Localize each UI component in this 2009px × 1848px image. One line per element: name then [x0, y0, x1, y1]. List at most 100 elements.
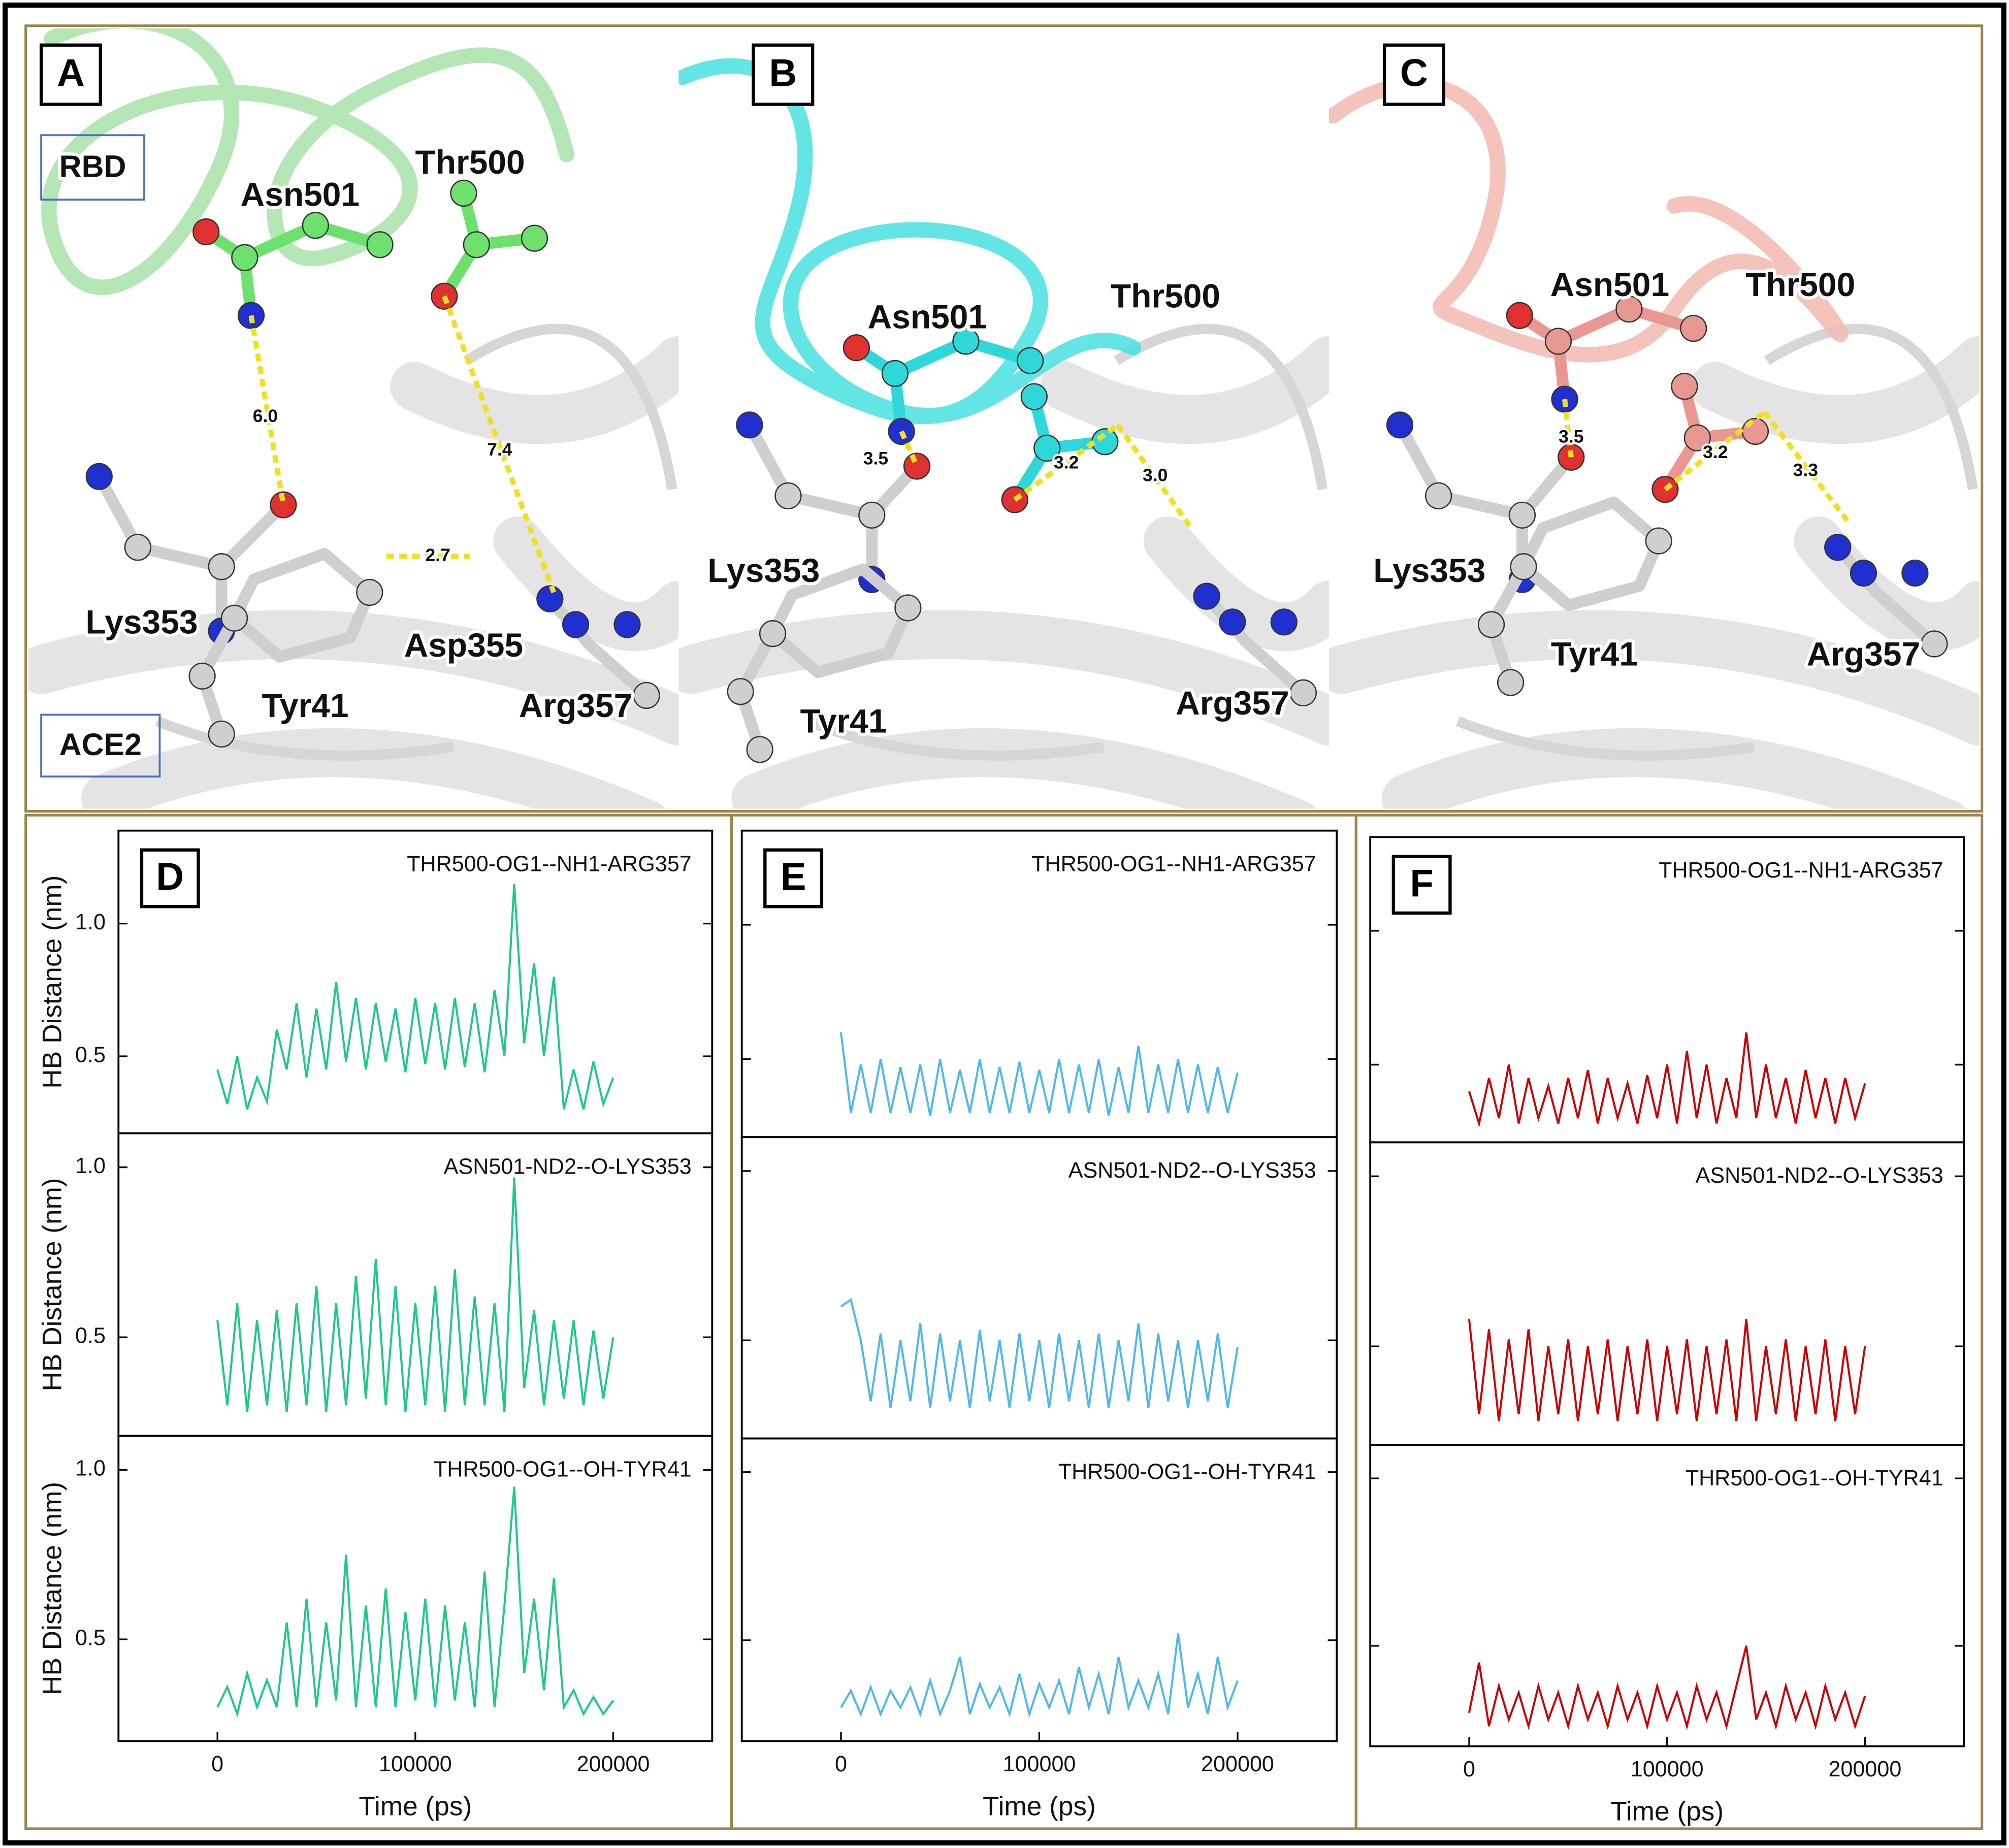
y-axis-label: HB Distance (nm) [38, 1178, 68, 1391]
x-tick-label: 100000 [1631, 1757, 1704, 1781]
trace-title: THR500-OG1--NH1-ARG357 [1659, 858, 1943, 883]
trace-title: ASN501-ND2--O-LYS353 [1068, 1158, 1316, 1183]
hbond-distance [1562, 399, 1574, 458]
atom [1508, 501, 1536, 529]
atom [463, 231, 490, 258]
structure-panel: 6.0 7.4 2.7 Asn501 Thr500 Lys353 Tyr41 Asp355 Ar… [28, 28, 679, 809]
rbd-loop [41, 28, 575, 295]
x-tick-label: 100000 [1003, 1752, 1076, 1776]
atom [1219, 608, 1246, 636]
hbond-distance [442, 295, 557, 594]
ace2-loop [1455, 716, 1755, 761]
panel-letter: E [781, 855, 806, 898]
x-tick-label: 0 [835, 1752, 847, 1776]
atom [1424, 482, 1452, 509]
atom [759, 620, 787, 647]
residue-label: Lys353 [707, 552, 820, 589]
panel-letter-box [39, 43, 102, 106]
x-tick-label: 200000 [1828, 1757, 1901, 1781]
atom [1020, 383, 1048, 410]
x-tick-label: 0 [1463, 1757, 1475, 1781]
atom [562, 611, 590, 638]
ace2-ribbon [390, 336, 679, 444]
atom [208, 553, 235, 580]
atom [894, 594, 922, 622]
atom [1386, 411, 1414, 439]
distance-label: 3.0 [1143, 465, 1168, 485]
atom [1680, 315, 1707, 342]
ace2-ribbon [1691, 336, 1980, 444]
ace2-loop [463, 323, 677, 491]
atom [536, 585, 564, 612]
atom [881, 360, 909, 387]
atom [237, 302, 265, 329]
atom [746, 736, 773, 763]
residue-label: Lys353 [1373, 552, 1485, 589]
atom [1497, 669, 1525, 696]
y-axis-label: HB Distance (nm) [38, 1482, 68, 1695]
hb-distance-trace [1468, 1032, 1866, 1128]
residue-label: Arg357 [1807, 635, 1921, 673]
panel-letter-box [763, 848, 824, 909]
residue-label: Thr500 [1745, 266, 1855, 303]
atom [1477, 611, 1505, 638]
atom [903, 452, 931, 480]
x-tick-label: 200000 [577, 1752, 650, 1776]
x-axis-label: Time (ps) [359, 1791, 472, 1821]
bond [782, 490, 878, 521]
residue-label: Tyr41 [262, 687, 348, 724]
atom [613, 611, 641, 638]
atom [220, 604, 248, 632]
atom [366, 231, 394, 258]
distance-label: 3.5 [1559, 427, 1583, 447]
frame [24, 24, 1984, 813]
atom [1683, 424, 1711, 451]
atom [727, 678, 754, 705]
hb-distance-trace [840, 1298, 1239, 1408]
atom [1544, 328, 1572, 355]
atom [270, 491, 297, 518]
atom [85, 463, 113, 490]
atom [208, 720, 235, 748]
residue-label: Asn501 [868, 298, 987, 335]
structure-panel: 3.5 3.2 3.3 Asn501 Thr500 Lys353 Tyr41 Arg357 [1329, 28, 1980, 809]
atom [356, 578, 383, 606]
panel-letter: C [1400, 52, 1428, 95]
y-tick-label: 1.0 [75, 1456, 106, 1481]
y-tick-label: 0.5 [75, 1043, 106, 1067]
atom [521, 224, 548, 252]
y-tick-label: 0.5 [75, 1324, 106, 1348]
hbond-distance [1762, 410, 1851, 524]
hb-distance-trace [216, 1177, 614, 1412]
trace-title: THR500-OG1--OH-TYR41 [1058, 1460, 1316, 1484]
ace2-ribbon [1041, 336, 1330, 444]
residue-label: Thr500 [1111, 277, 1220, 315]
region-label: RBD [59, 149, 126, 183]
x-axis-label: Time (ps) [1610, 1797, 1724, 1827]
bond [132, 541, 228, 573]
panel-letter-box [752, 43, 815, 106]
ace2-ribbon [1329, 610, 1980, 746]
distance-label: 3.2 [1054, 452, 1079, 472]
hbond-distance [899, 430, 920, 468]
panel-letter: A [57, 52, 85, 95]
atom [1645, 527, 1672, 555]
distance-label: 6.0 [253, 406, 278, 426]
atom [1824, 534, 1852, 561]
hb-distance-trace [1468, 1645, 1866, 1730]
ace2-ribbon [493, 516, 679, 652]
residue-label: Arg357 [519, 687, 633, 724]
ace2-ribbon [1143, 516, 1330, 652]
atom [952, 328, 980, 355]
y-axis-label: HB Distance (nm) [38, 876, 68, 1089]
residue-label: Asn501 [1550, 266, 1670, 303]
atom [1510, 553, 1537, 580]
ace2-ribbon [28, 610, 679, 746]
residue-label: Lys353 [85, 603, 198, 640]
residue-label: Tyr41 [1551, 635, 1638, 673]
panel-letter-box [140, 848, 200, 909]
trace-title: ASN501-ND2--O-LYS353 [444, 1154, 692, 1179]
structure-panel: 3.5 3.2 3.0 Asn501 Thr500 Lys353 Tyr41 Arg357 [678, 28, 1330, 809]
atom [192, 218, 220, 246]
